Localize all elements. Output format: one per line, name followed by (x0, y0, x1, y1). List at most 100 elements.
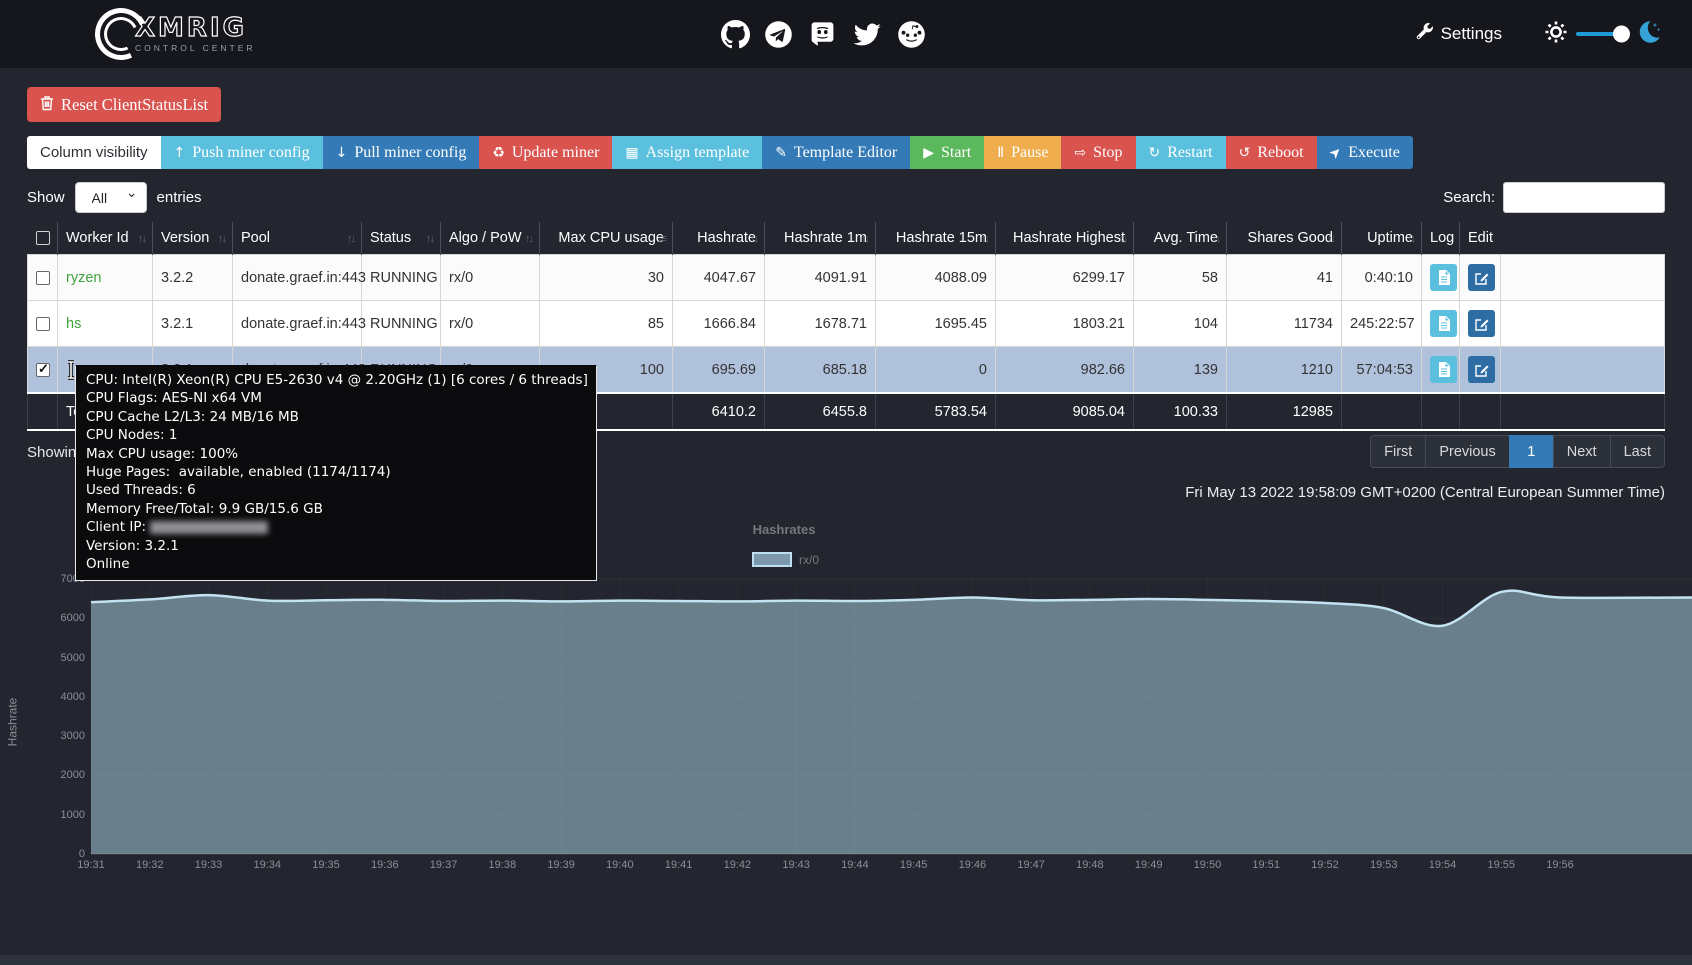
row-checkbox[interactable] (36, 270, 50, 285)
edit-button[interactable] (1468, 356, 1495, 383)
column-header-worker-id[interactable]: Worker Id ↑↓ (57, 222, 153, 255)
log-button[interactable] (1430, 264, 1457, 291)
chart-legend[interactable]: rx/0 (752, 552, 819, 567)
log-button[interactable] (1430, 356, 1457, 383)
discord-icon[interactable] (807, 20, 838, 49)
x-tick-label: 19:56 (1546, 859, 1574, 871)
chart-title: Hashrates (752, 522, 816, 537)
sign-out-icon: ⇨ (1074, 144, 1087, 161)
tooltip-line: Version: 3.2.1 (86, 537, 179, 554)
push-miner-config-button[interactable]: ↑ Push miner config (160, 136, 323, 169)
sort-icon: ↑↓ (138, 233, 147, 245)
header-label: Avg. Time (1153, 230, 1218, 246)
telegram-icon[interactable] (764, 20, 793, 49)
page-button-previous[interactable]: Previous (1425, 435, 1509, 468)
theme-slider[interactable] (1576, 25, 1630, 43)
search-input[interactable] (1503, 182, 1665, 213)
x-tick-label: 19:44 (841, 859, 869, 871)
avg-time-cell: 58 (1133, 254, 1227, 301)
pull-miner-config-button[interactable]: ↓ Pull miner config (322, 136, 480, 169)
reset-clientstatuslist-button[interactable]: Reset ClientStatusList (27, 87, 222, 122)
row-checkbox[interactable] (36, 316, 50, 331)
y-tick-label: 2000 (60, 769, 85, 782)
column-header-pool[interactable]: Pool ↑↓ (232, 222, 362, 255)
column-header-hashrate-15m[interactable]: Hashrate 15m ↑↓ (875, 222, 996, 255)
header-label: Max CPU usage (558, 230, 664, 246)
trash-icon (40, 95, 54, 115)
column-header-hashrate-1m[interactable]: Hashrate 1m ↑↓ (764, 222, 876, 255)
x-tick-label: 19:33 (194, 859, 223, 871)
theme-slider-knob[interactable] (1613, 25, 1630, 43)
column-header-hashrate-highest[interactable]: Hashrate Highest ↑↓ (995, 222, 1134, 255)
reboot-button[interactable]: ↺ Reboot (1225, 136, 1317, 169)
column-header-max-cpu-usage[interactable]: Max CPU usage ↓≡ (539, 222, 673, 255)
total-value-cell: 6410.2 (672, 392, 765, 431)
sort-icon: ↑↓ (525, 233, 534, 245)
button-label: Restart (1167, 143, 1213, 161)
x-tick-label: 19:37 (429, 859, 458, 871)
text-cursor-icon (66, 359, 76, 380)
entries-label: entries (156, 189, 202, 206)
template-editor-button[interactable]: ✎ Template Editor (762, 136, 911, 169)
sort-icon: ↑↓ (750, 233, 759, 245)
tooltip-line: Memory Free/Total: 9.9 GB/15.6 GB (86, 500, 323, 517)
restart-button[interactable]: ↻ Restart (1135, 136, 1226, 169)
execute-button[interactable]: ➤ Execute (1316, 136, 1413, 169)
edit-button[interactable] (1468, 264, 1495, 291)
column-visibility-button[interactable]: Column visibility (27, 136, 161, 169)
update-miner-button[interactable]: ♻ Update miner (479, 136, 613, 169)
column-header-uptime[interactable]: Uptime ↑↓ (1341, 222, 1422, 255)
column-header-select-all[interactable] (27, 222, 58, 255)
assign-template-button[interactable]: ▦ Assign template (612, 136, 763, 169)
column-header-algo-pow[interactable]: Algo / PoW ↑↓ (440, 222, 540, 255)
total-value-cell: 9085.04 (995, 392, 1134, 431)
x-tick-label: 19:38 (488, 859, 517, 871)
worker-id-link[interactable]: hs (66, 315, 82, 332)
redacted-client-ip (150, 520, 269, 534)
column-header-shares-good[interactable]: Shares Good ↑↓ (1226, 222, 1342, 255)
page-button-first[interactable]: First (1370, 435, 1426, 468)
worker-id-link[interactable]: ryzen (66, 269, 102, 286)
y-tick-label: 3000 (60, 730, 85, 743)
log-button[interactable] (1430, 310, 1457, 337)
button-label: Stop (1093, 143, 1123, 161)
page-length-select[interactable]: All (74, 182, 147, 213)
button-label: Update miner (511, 143, 600, 161)
row-select-cell (27, 254, 58, 301)
column-header-version[interactable]: Version ↑↓ (152, 222, 233, 255)
shares-good-cell: 1210 (1226, 346, 1342, 394)
select-all-checkbox[interactable] (35, 231, 50, 246)
footer-strip (0, 955, 1692, 965)
column-header-edit[interactable]: Edit (1460, 222, 1501, 255)
algo-cell: rx/0 (440, 254, 540, 301)
stop-button[interactable]: ⇨ Stop (1061, 136, 1136, 169)
settings-link[interactable]: Settings (1415, 22, 1502, 46)
row-checkbox[interactable] (36, 361, 50, 377)
page-button-1[interactable]: 1 (1508, 435, 1553, 468)
github-icon[interactable] (720, 19, 750, 49)
sort-icon: ↑↓ (981, 233, 990, 245)
column-header-avg-time[interactable]: Avg. Time ↑↓ (1133, 222, 1227, 255)
page-button-last[interactable]: Last (1609, 435, 1665, 468)
column-header-log[interactable]: Log (1421, 222, 1460, 255)
version-cell: 3.2.2 (152, 254, 233, 301)
tooltip-line: CPU Cache L2/L3: 24 MB/16 MB (86, 408, 299, 425)
pause-button[interactable]: Ⅱ Pause (984, 136, 1062, 169)
edit-cell (1459, 346, 1501, 394)
twitter-icon[interactable] (852, 20, 883, 49)
worker-id-cell: ryzen (57, 254, 153, 301)
log-cell (1421, 346, 1460, 394)
hashrate-15m-cell: 1695.45 (875, 300, 996, 347)
navbar-right: Settings (1415, 19, 1662, 50)
y-tick-label: 5000 (60, 651, 85, 664)
page-button-next[interactable]: Next (1552, 435, 1610, 468)
edit-button[interactable] (1468, 310, 1495, 337)
reddit-icon[interactable] (897, 20, 926, 49)
hashrate-15m-cell: 0 (875, 346, 996, 394)
total-value-cell: 6455.8 (764, 392, 876, 431)
column-header-status[interactable]: Status ↑↓ (361, 222, 441, 255)
total-value-cell: 100.33 (1133, 392, 1227, 431)
table-controls: Show All entries Search: (27, 182, 1665, 213)
start-button[interactable]: ▶ Start (910, 136, 985, 169)
column-header-hashrate[interactable]: Hashrate ↑↓ (672, 222, 765, 255)
